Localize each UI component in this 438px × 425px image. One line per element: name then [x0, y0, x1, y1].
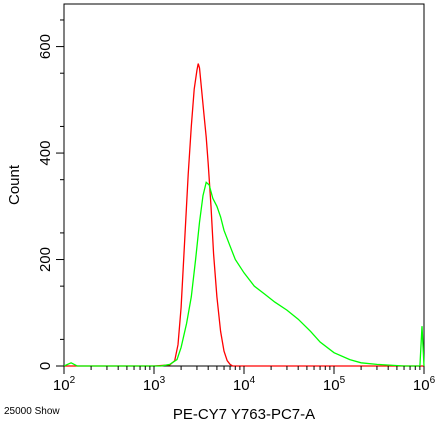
plot-frame — [63, 3, 425, 367]
footer-note: 25000 Show — [4, 406, 60, 417]
series-layer — [63, 63, 425, 367]
y-tick-label: 400 — [37, 141, 54, 166]
y-tick-label: 0 — [37, 362, 54, 370]
x-tick-label: 105 — [323, 375, 346, 394]
x-tick-label: 104 — [233, 375, 256, 394]
x-tick-label: 103 — [143, 375, 166, 394]
x-tick-label: 102 — [53, 375, 76, 394]
x-tick-label: 106 — [413, 375, 436, 394]
y-axis-title: Count — [6, 164, 23, 205]
x-axis: 102 103 104 105 106 — [53, 366, 436, 394]
series-2-line — [63, 181, 425, 367]
y-axis: 0 200 400 600 — [37, 19, 64, 370]
y-tick-label: 200 — [37, 247, 54, 272]
y-tick-label: 600 — [37, 34, 54, 59]
x-axis-title: PE-CY7 Y763-PC7-A — [173, 406, 315, 423]
plot-area: 102 103 104 105 106 0 200 400 600 — [37, 3, 436, 394]
series-1-line — [64, 63, 424, 367]
